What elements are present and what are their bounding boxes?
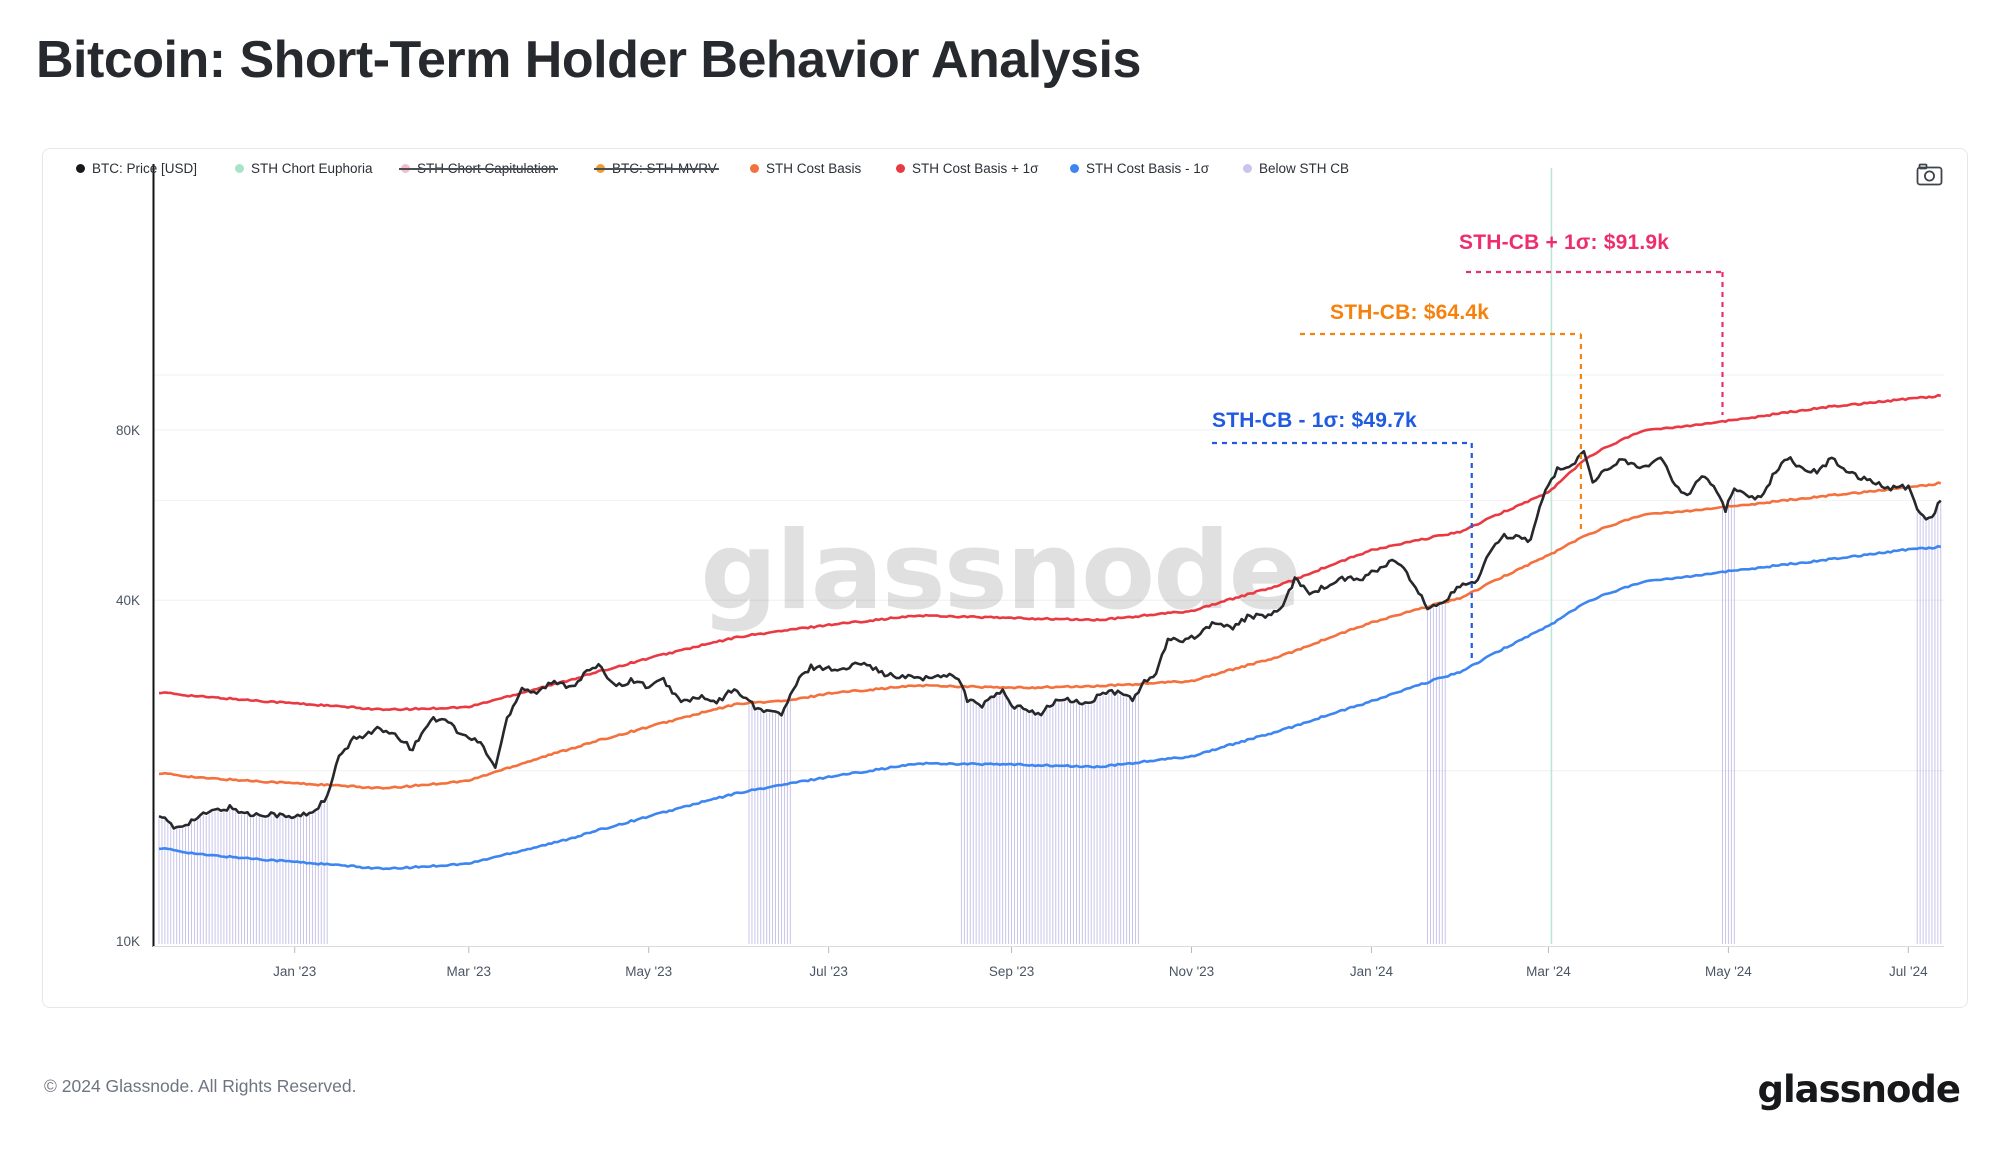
x-tick-label: May '23 (625, 964, 672, 979)
legend-item-0[interactable]: BTC: Price [USD] (76, 161, 197, 176)
legend-item-6[interactable]: STH Cost Basis - 1σ (1070, 161, 1209, 176)
legend-dot (750, 164, 759, 173)
x-tick-label: Jul '23 (809, 964, 848, 979)
annotation-sth-cb-plus-1sd: STH-CB + 1σ: $91.9k (1459, 231, 1670, 254)
legend-item-4[interactable]: STH Cost Basis (750, 161, 861, 176)
x-tick-label: Nov '23 (1169, 964, 1214, 979)
chart-legend: BTC: Price [USD] STH Chort Euphoria STH Ch… (0, 161, 2000, 183)
annotation-sth-cb-minus-1sd: STH-CB - 1σ: $49.7k (1212, 409, 1417, 432)
x-tick-label: Mar '24 (1526, 964, 1571, 979)
series-btc_price (158, 449, 1942, 830)
series-sth_cost_basis (158, 481, 1942, 790)
series-sth_cb_minus_1sd (158, 545, 1942, 871)
glassnode-logo: glassnode (1757, 1068, 1961, 1111)
legend-dot (896, 164, 905, 173)
legend-item-2[interactable]: STH Chort Capitulation (399, 161, 558, 176)
legend-item-1[interactable]: STH Chort Euphoria (235, 161, 373, 176)
legend-label: BTC: Price [USD] (92, 161, 198, 176)
legend-label: STH Chort Euphoria (251, 161, 373, 176)
series-sth_cb_plus_1sd (158, 393, 1942, 712)
x-tick-label: May '24 (1705, 964, 1752, 979)
footer-copyright: © 2024 Glassnode. All Rights Reserved. (44, 1076, 357, 1096)
legend-item-5[interactable]: STH Cost Basis + 1σ (896, 161, 1039, 176)
x-tick-label: Jan '24 (1350, 964, 1394, 979)
legend-dot (1070, 164, 1079, 173)
legend-item-7[interactable]: Below STH CB (1243, 161, 1349, 176)
legend-label: BTC: STH-MVRV (612, 161, 717, 176)
glassnode-watermark: glassnode (700, 509, 1299, 634)
legend-label: Below STH CB (1259, 161, 1350, 176)
x-tick-label: Jul '24 (1889, 964, 1928, 979)
legend-label: STH Chort Capitulation (417, 161, 556, 176)
y-tick-label: 10K (116, 934, 140, 949)
legend-label: STH Cost Basis + 1σ (912, 161, 1039, 176)
page-title: Bitcoin: Short-Term Holder Behavior Anal… (36, 31, 1141, 89)
y-tick-label: 40K (116, 593, 140, 608)
legend-dot (76, 164, 85, 173)
legend-label: STH Cost Basis - 1σ (1086, 161, 1210, 176)
legend-dot (235, 164, 244, 173)
camera-icon-glyph (1916, 163, 1942, 186)
legend-dot (1243, 164, 1252, 173)
x-tick-label: Jan '23 (273, 964, 316, 979)
x-tick-label: Mar '23 (446, 964, 491, 979)
legend-label: STH Cost Basis (766, 161, 862, 176)
annotation-sth-cb: STH-CB: $64.4k (1330, 301, 1490, 324)
chart-card (42, 148, 1968, 1008)
legend-dot (401, 164, 410, 173)
x-tick-label: Sep '23 (989, 964, 1034, 979)
legend-dot (596, 164, 605, 173)
y-tick-label: 80K (116, 423, 140, 438)
legend-item-3[interactable]: BTC: STH-MVRV (594, 161, 719, 176)
camera-icon[interactable] (1913, 161, 1945, 189)
